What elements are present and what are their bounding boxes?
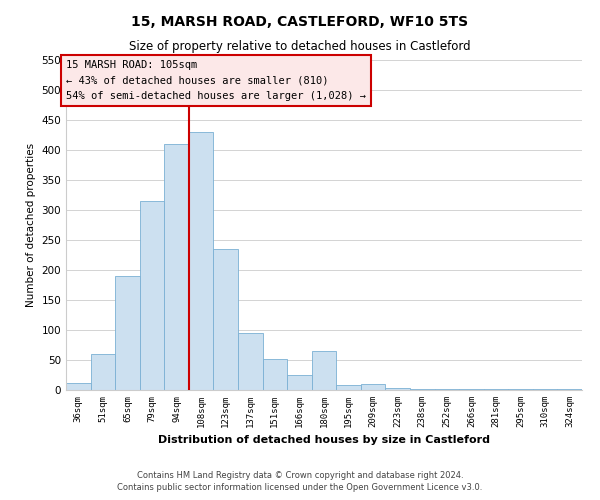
X-axis label: Distribution of detached houses by size in Castleford: Distribution of detached houses by size … (158, 436, 490, 446)
Bar (189, 132, 214, 390)
Bar (287, 375, 312, 390)
Text: 15, MARSH ROAD, CASTLEFORD, WF10 5TS: 15, MARSH ROAD, CASTLEFORD, WF10 5TS (131, 15, 469, 29)
Bar (91, 354, 115, 390)
Text: Contains HM Land Registry data © Crown copyright and database right 2024.
Contai: Contains HM Land Registry data © Crown c… (118, 471, 482, 492)
Bar (263, 359, 287, 390)
Bar (140, 201, 164, 390)
Bar (361, 384, 385, 390)
Bar (385, 388, 410, 390)
Bar (312, 351, 336, 390)
Y-axis label: Number of detached properties: Number of detached properties (26, 143, 36, 307)
Bar (214, 249, 238, 390)
Text: Size of property relative to detached houses in Castleford: Size of property relative to detached ho… (129, 40, 471, 53)
Bar (115, 276, 140, 390)
Bar (410, 389, 434, 390)
Text: 15 MARSH ROAD: 105sqm
← 43% of detached houses are smaller (810)
54% of semi-det: 15 MARSH ROAD: 105sqm ← 43% of detached … (66, 60, 366, 101)
Bar (238, 333, 263, 390)
Bar (164, 144, 189, 390)
Bar (336, 385, 361, 390)
Bar (66, 383, 91, 390)
